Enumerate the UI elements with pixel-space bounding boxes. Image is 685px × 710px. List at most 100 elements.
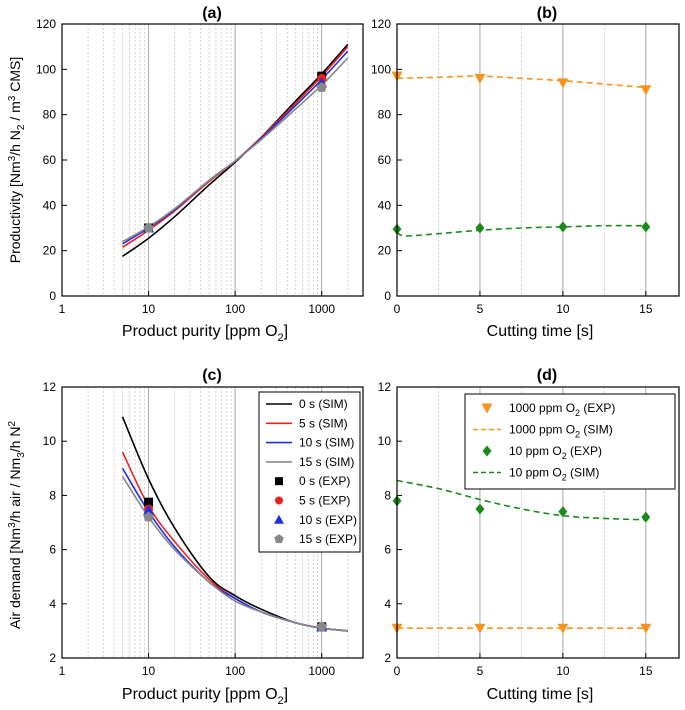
series-line-1 — [396, 479, 646, 521]
y-tick-label: 10 — [378, 434, 392, 448]
legend-label: 15 s (SIM) — [299, 455, 354, 469]
legend-label: 5 s (EXP) — [299, 494, 350, 508]
data-point — [641, 511, 651, 523]
data-point — [641, 221, 651, 233]
legend-label: 10 ppm O2 (SIM) — [509, 466, 599, 483]
x-tick-label: 10 — [142, 664, 156, 678]
data-point — [144, 497, 154, 507]
x-tick-label: 15 — [639, 664, 653, 678]
x-tick-label: 1 — [59, 664, 66, 678]
legend-swatch — [275, 477, 283, 486]
series-line-3 — [122, 57, 349, 243]
panel-b-title: (b) — [537, 5, 557, 22]
y-tick-label: 12 — [43, 380, 57, 394]
series-line-1 — [396, 224, 646, 237]
y-tick-label: 6 — [384, 543, 391, 557]
panel-d: 0 5 10 15 2 4 6 8 10 12 — [378, 380, 680, 678]
panel-a-title: (a) — [202, 5, 222, 22]
y-tick-label: 2 — [384, 651, 391, 665]
x-tick-label: 1 — [59, 302, 66, 316]
plot-frame — [396, 386, 680, 659]
panel-b-xlabel: Cutting time [s] — [487, 323, 594, 340]
panel-d-legend: 1000 ppm O2 (EXP) 1000 ppm O2 (SIM) 10 ppm… — [464, 393, 676, 490]
x-tick-label: 5 — [477, 664, 484, 678]
y-tick-label: 40 — [378, 198, 392, 212]
panel-b: 0 5 10 15 0 20 40 60 80 100 120 — [371, 17, 680, 316]
x-tick-label: 100 — [225, 302, 245, 316]
y-tick-label: 80 — [378, 108, 392, 122]
data-point — [143, 504, 155, 515]
x-tick-label: 100 — [225, 664, 245, 678]
data-point — [640, 623, 652, 634]
data-point — [474, 623, 486, 634]
panel-a-ylabel: Productivity [Nm3/h N2 / m3 CMS] — [7, 57, 27, 264]
legend-label: 0 s (SIM) — [299, 397, 348, 411]
x-tick-label: 1000 — [308, 664, 335, 678]
legend-label: 5 s (SIM) — [299, 416, 348, 430]
y-tick-label: 8 — [384, 488, 391, 502]
data-point — [640, 85, 652, 96]
legend-label: 1000 ppm O2 (SIM) — [509, 423, 613, 440]
legend-swatch — [274, 514, 284, 524]
y-tick-label: 120 — [36, 17, 56, 31]
y-tick-label: 8 — [49, 488, 56, 502]
panel-a-xlabel: Product purity [ppm O2] — [122, 323, 288, 344]
x-tick-label: 5 — [477, 302, 484, 316]
y-tick-label: 60 — [43, 153, 57, 167]
x-tick-label: 10 — [556, 664, 570, 678]
y-tick-label: 0 — [49, 289, 56, 303]
data-point — [475, 503, 485, 515]
panel-d-xlabel: Cutting time [s] — [487, 686, 594, 703]
data-point — [558, 221, 568, 233]
y-tick-label: 20 — [378, 244, 392, 258]
y-tick-label: 4 — [49, 597, 56, 611]
series-line-0 — [396, 75, 646, 89]
y-tick-label: 10 — [43, 434, 57, 448]
y-tick-label: 120 — [371, 17, 391, 31]
legend-label: 10 ppm O2 (EXP) — [509, 444, 602, 461]
y-tick-label: 100 — [371, 62, 391, 76]
series-line-0 — [122, 43, 349, 257]
legend-swatch — [481, 403, 493, 414]
panel-a: 1 10 100 1000 0 20 40 60 80 100 120 — [36, 17, 364, 316]
y-tick-label: 60 — [378, 153, 392, 167]
series-line-3 — [121, 475, 348, 632]
legend-swatch — [482, 445, 492, 457]
data-point — [558, 506, 568, 518]
x-tick-label: 10 — [556, 302, 570, 316]
panel-c-xlabel: Product purity [ppm O2] — [122, 686, 288, 707]
panel-c-ylabel: Air demand [Nm3/h air / Nm3/h N2 — [7, 421, 27, 630]
x-tick-label: 15 — [639, 302, 653, 316]
data-point — [557, 78, 569, 89]
x-tick-label: 0 — [394, 664, 401, 678]
legend-label: 1000 ppm O2 (EXP) — [509, 401, 615, 418]
data-point — [475, 222, 485, 234]
panel-c-title: (c) — [202, 367, 222, 384]
y-tick-label: 20 — [43, 244, 57, 258]
y-tick-label: 40 — [43, 198, 57, 212]
legend-swatch — [275, 496, 283, 505]
data-point — [474, 73, 486, 84]
panel-d-title: (d) — [537, 367, 557, 384]
legend-label: 0 s (EXP) — [299, 474, 350, 488]
y-tick-label: 80 — [43, 108, 57, 122]
x-tick-label: 10 — [142, 302, 156, 316]
legend-swatch — [274, 534, 284, 544]
data-point — [143, 222, 154, 233]
legend-label: 10 s (EXP) — [299, 513, 357, 527]
y-tick-label: 2 — [49, 651, 56, 665]
y-tick-label: 0 — [384, 289, 391, 303]
y-tick-label: 6 — [49, 543, 56, 557]
data-point — [316, 621, 327, 632]
x-tick-label: 0 — [394, 302, 401, 316]
data-point — [316, 82, 327, 92]
y-tick-label: 4 — [384, 597, 391, 611]
plot-frame — [396, 23, 680, 297]
panel-c-legend: 0 s (SIM) 5 s (SIM) 10 s (SIM) 15 s (SIM) 0 … — [258, 391, 361, 553]
legend-box — [258, 391, 361, 553]
legend-label: 10 s (SIM) — [299, 436, 354, 450]
data-point — [557, 623, 569, 634]
y-tick-label: 100 — [36, 62, 56, 76]
legend-label: 15 s (EXP) — [299, 532, 357, 546]
